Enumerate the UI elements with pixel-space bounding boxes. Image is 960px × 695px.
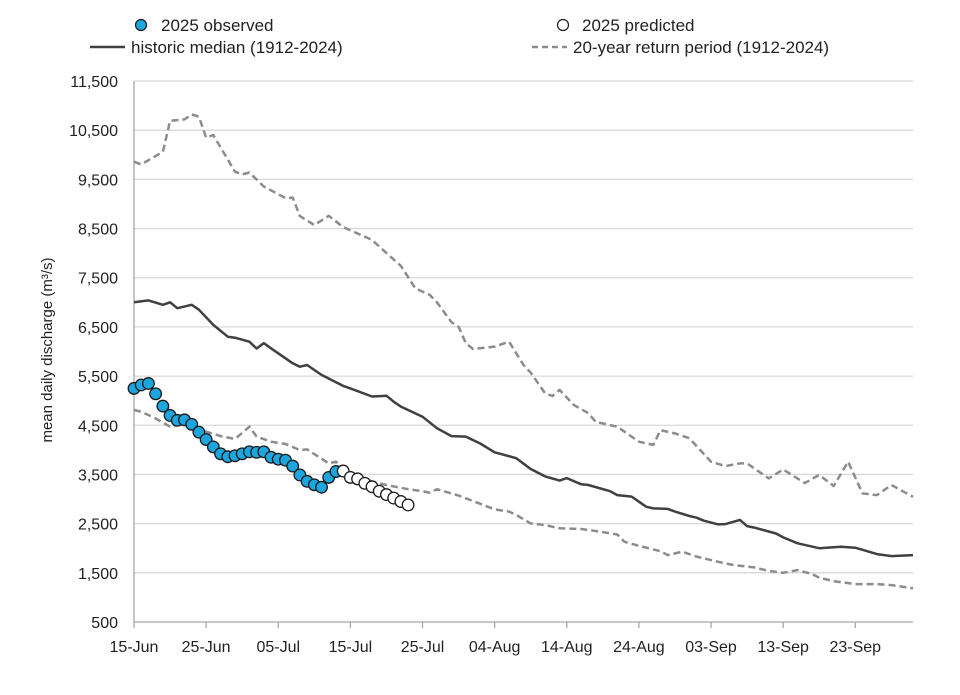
legend-label-predicted: 2025 predicted xyxy=(582,16,694,35)
x-tick-label: 13-Sep xyxy=(757,639,809,656)
legend-marker-predicted xyxy=(556,18,570,32)
legend-item-median: historic median (1912-2024) xyxy=(90,38,343,57)
y-tick-label: 8,500 xyxy=(78,222,118,239)
y-tick-label: 5,500 xyxy=(78,369,118,386)
return-period-upper-line xyxy=(133,113,914,498)
gridlines xyxy=(134,80,913,574)
y-tick-label: 11,500 xyxy=(70,74,118,91)
x-tick-label: 03-Sep xyxy=(685,639,737,656)
x-tick-label: 25-Jun xyxy=(182,639,231,656)
observed-point xyxy=(185,417,199,431)
observed-point xyxy=(156,399,170,413)
predicted-point xyxy=(401,498,415,512)
observed-point xyxy=(315,480,328,494)
legend-label-return-period: 20-year return period (1912-2024) xyxy=(573,38,829,57)
axes xyxy=(133,81,913,628)
series-markers xyxy=(127,377,415,512)
y-axis-label: mean daily discharge (m³/s) xyxy=(39,257,56,442)
x-tick-label: 24-Aug xyxy=(613,639,665,656)
median-line xyxy=(133,299,914,558)
x-tick-label: 14-Aug xyxy=(541,639,593,656)
return-period-lower-line xyxy=(133,408,914,590)
series-lines xyxy=(133,113,914,590)
y-tick-label: 1,500 xyxy=(78,566,118,583)
observed-point xyxy=(141,377,155,390)
legend: 2025 observed 2025 predicted historic me… xyxy=(90,16,829,57)
y-tick-label: 2,500 xyxy=(78,517,118,534)
observed-point xyxy=(286,459,300,473)
x-tick-label: 15-Jun xyxy=(110,639,159,656)
y-tick-labels: 500 1,500 2,500 3,500 4,500 5,500 6,500 7,500 8,… xyxy=(69,74,118,632)
observed-point xyxy=(149,387,163,401)
y-tick-label: 10,500 xyxy=(69,123,118,140)
x-tick-label: 04-Aug xyxy=(469,639,521,656)
x-tick-label: 15-Jul xyxy=(329,639,373,656)
x-tick-label: 05-Jul xyxy=(256,639,300,656)
x-tick-label: 23-Sep xyxy=(829,639,881,656)
x-tick-labels: 15-Jun 25-Jun 05-Jul 15-Jul 25-Jul 04-Aug 14-A… xyxy=(110,639,882,656)
x-tick-label: 25-Jul xyxy=(401,639,445,656)
legend-label-median: historic median (1912-2024) xyxy=(131,38,343,57)
y-tick-label: 6,500 xyxy=(78,320,118,337)
y-tick-label: 7,500 xyxy=(78,271,118,288)
y-tick-label: 9,500 xyxy=(78,172,118,189)
y-tick-label: 500 xyxy=(91,615,118,632)
legend-label-observed: 2025 observed xyxy=(161,16,273,35)
y-tick-label: 4,500 xyxy=(78,418,118,435)
y-tick-label: 3,500 xyxy=(78,467,118,484)
legend-marker-observed xyxy=(134,18,148,32)
legend-item-observed: 2025 observed xyxy=(134,16,273,35)
legend-item-predicted: 2025 predicted xyxy=(556,16,694,35)
legend-item-return-period: 20-year return period (1912-2024) xyxy=(532,38,829,57)
